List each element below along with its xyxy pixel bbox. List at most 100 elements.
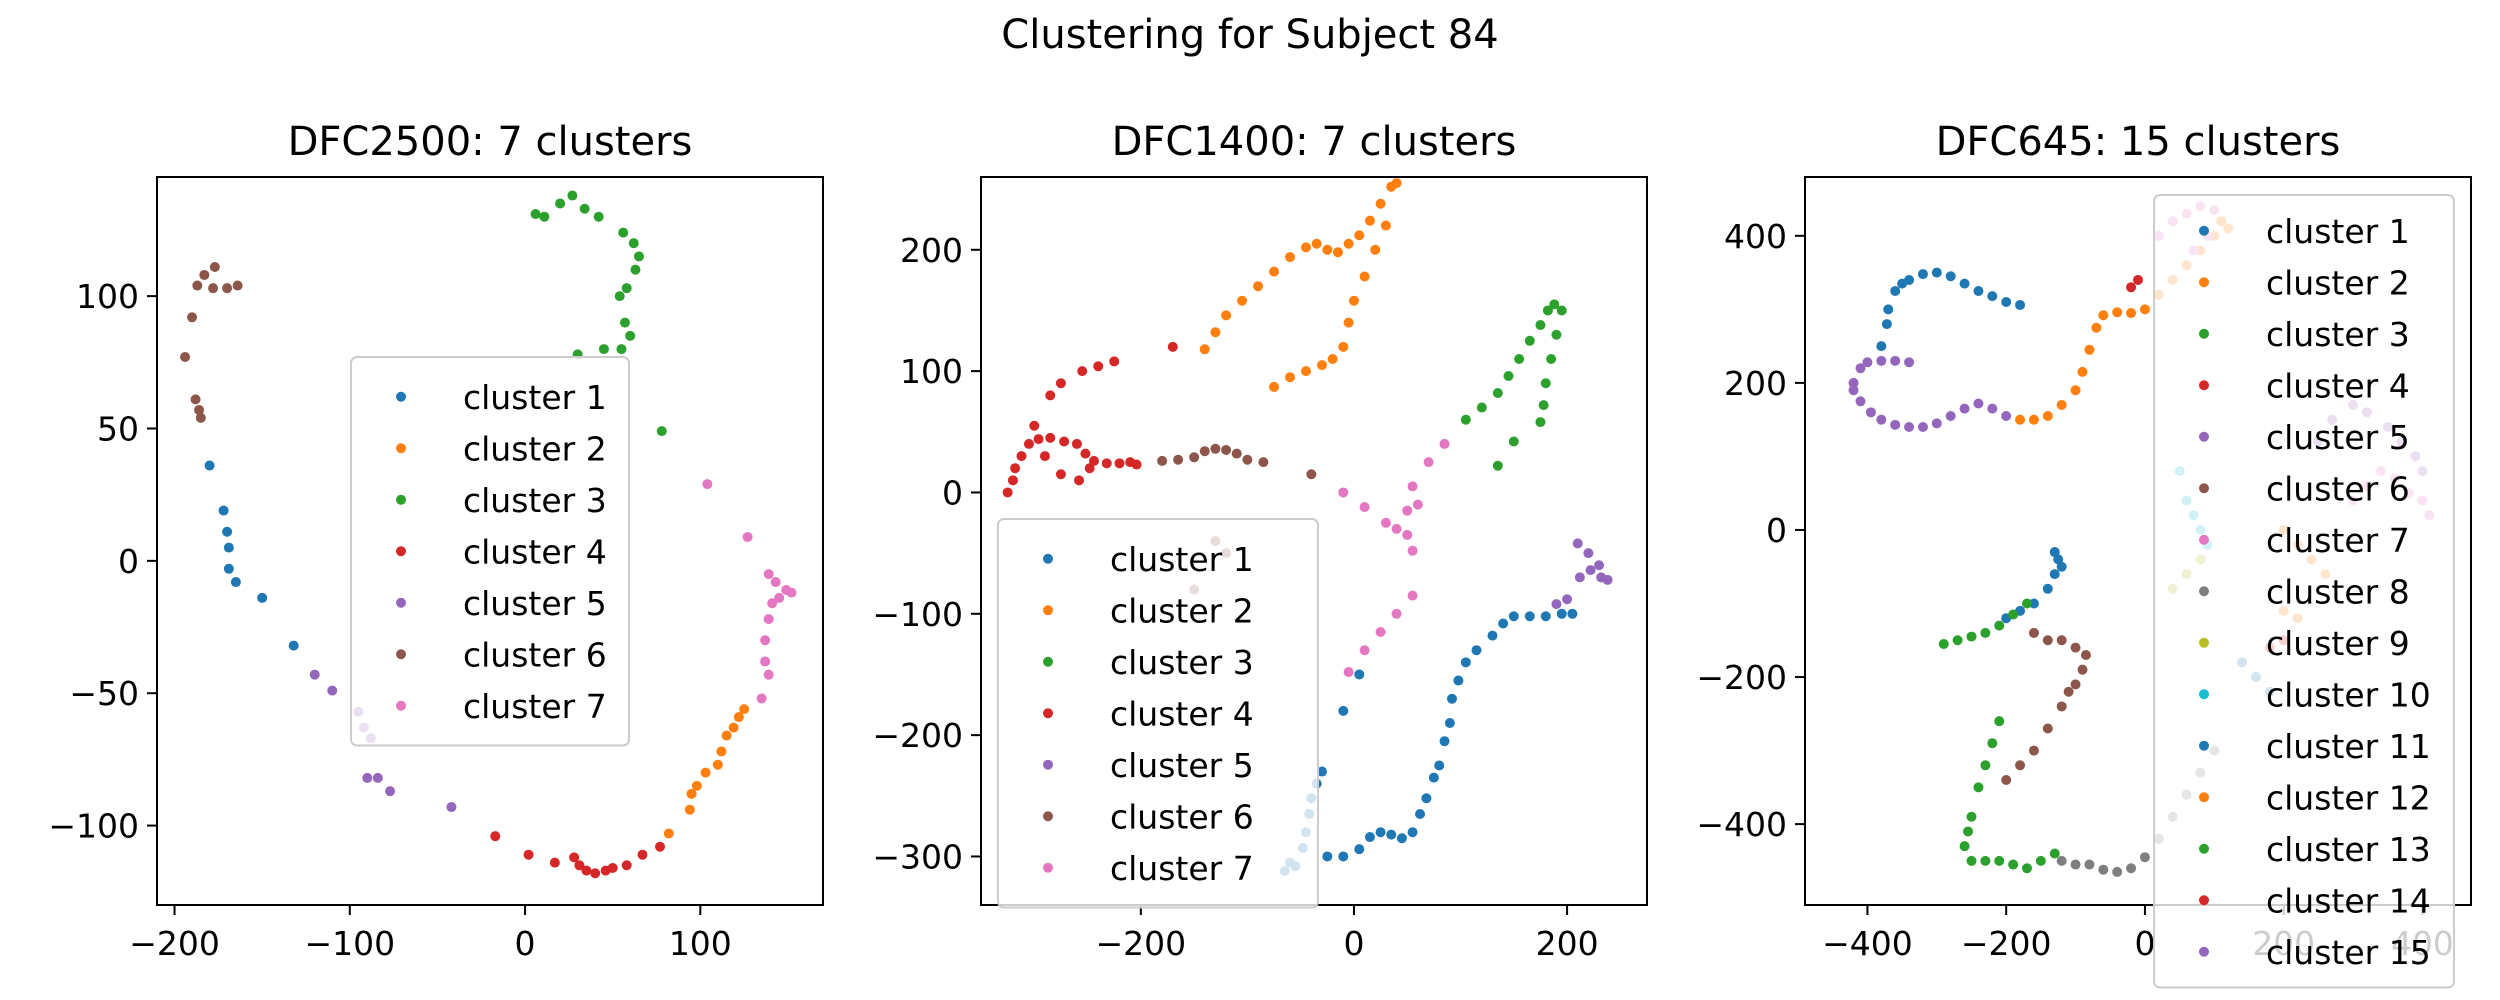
data-point (1173, 454, 1184, 465)
legend-entry: cluster 4 (2266, 366, 2410, 405)
data-point (590, 868, 601, 879)
data-point (223, 542, 234, 553)
legend-marker (396, 443, 406, 454)
data-point (1343, 317, 1354, 328)
data-point (2077, 366, 2088, 377)
data-point (1602, 574, 1613, 585)
subplot-3: DFC645: 15 clusters −400 −200 0 200 400 −400 −2… (1696, 119, 2472, 989)
data-point (1396, 833, 1407, 844)
data-point (1285, 372, 1296, 383)
series-1 (204, 460, 299, 651)
data-point (770, 577, 781, 588)
legend-entry: cluster 11 (2266, 727, 2431, 766)
legend-marker (2199, 895, 2209, 906)
legend-entry: cluster 13 (2266, 830, 2431, 869)
data-point (628, 238, 639, 249)
legend-marker (2199, 225, 2209, 236)
y-tick-label: −200 (1696, 658, 1787, 697)
data-point (1348, 295, 1359, 306)
data-point (579, 203, 590, 214)
x-tick-label: −200 (1961, 924, 2052, 963)
series-5 (1848, 355, 2012, 433)
x-tick-label: 200 (1536, 924, 1599, 963)
data-point (2070, 642, 2081, 653)
data-point (1322, 851, 1333, 862)
data-point (1157, 455, 1168, 466)
data-point (1952, 635, 1963, 646)
data-point (2015, 299, 2026, 310)
legend: cluster 1 cluster 2 cluster 3 cluster 4 clus… (350, 356, 630, 747)
data-point (2022, 598, 2032, 609)
data-point (1199, 446, 1210, 457)
data-point (1093, 361, 1104, 372)
legend-marker (2199, 328, 2209, 339)
data-point (2133, 274, 2143, 285)
data-point (1269, 266, 1280, 277)
data-point (1045, 432, 1056, 443)
y-tick-label: −100 (872, 595, 963, 634)
data-point (1460, 657, 1471, 668)
data-point (1237, 295, 1248, 306)
data-point (1131, 459, 1142, 470)
legend-entry: cluster 5 (463, 584, 607, 623)
legend-marker (2199, 380, 2209, 391)
data-point (1269, 381, 1280, 392)
data-point (1890, 355, 1901, 366)
legend-marker (2199, 946, 2209, 957)
data-point (1029, 420, 1040, 431)
legend-entry: cluster 3 (463, 481, 607, 520)
data-point (1338, 851, 1349, 862)
data-point (1508, 611, 1519, 622)
data-point (1890, 419, 1901, 430)
data-point (2056, 399, 2067, 410)
data-point (1380, 517, 1391, 528)
series-7 (1338, 438, 1450, 678)
data-point (621, 860, 632, 871)
data-point (1055, 378, 1066, 389)
series-6 (180, 262, 243, 423)
legend-marker (1043, 656, 1053, 667)
data-point (1285, 252, 1296, 263)
data-point (2042, 410, 2053, 421)
data-point (760, 656, 771, 667)
x-tick-label: −200 (1096, 924, 1187, 963)
data-point (1980, 627, 1991, 638)
legend-marker (2199, 740, 2209, 751)
series-4 (1002, 341, 1178, 498)
data-point (1354, 230, 1365, 241)
legend-entry: cluster 6 (1110, 797, 1254, 836)
data-point (633, 251, 644, 262)
data-point (2070, 859, 2081, 870)
legend-entry: cluster 5 (1110, 746, 1254, 785)
data-point (1987, 738, 1998, 749)
data-point (655, 841, 666, 852)
series-2 (1199, 178, 1402, 392)
data-point (1959, 841, 1970, 852)
series-1 (1279, 608, 1578, 877)
data-point (1386, 829, 1397, 840)
data-point (733, 712, 744, 723)
data-point (1503, 370, 1514, 381)
y-tick-label: −400 (1696, 805, 1787, 844)
data-point (1524, 611, 1535, 622)
data-point (1109, 356, 1120, 367)
data-point (1542, 305, 1553, 316)
data-point (1253, 281, 1264, 292)
y-tick-label: −50 (69, 674, 139, 713)
data-point (1492, 387, 1503, 398)
data-point (1439, 438, 1450, 449)
data-point (700, 767, 711, 778)
data-point (1402, 529, 1413, 540)
series-4 (2126, 274, 2143, 293)
data-point (2126, 282, 2137, 293)
data-point (728, 722, 739, 733)
x-tick-label: 0 (2134, 924, 2155, 963)
data-point (1848, 377, 1859, 388)
data-point (2028, 414, 2039, 425)
data-point (190, 394, 201, 405)
y-tick-label: −300 (872, 837, 963, 876)
data-point (1084, 463, 1095, 474)
data-point (2139, 304, 2150, 315)
legend-entry: cluster 7 (463, 687, 607, 726)
legend-marker (2199, 277, 2209, 288)
